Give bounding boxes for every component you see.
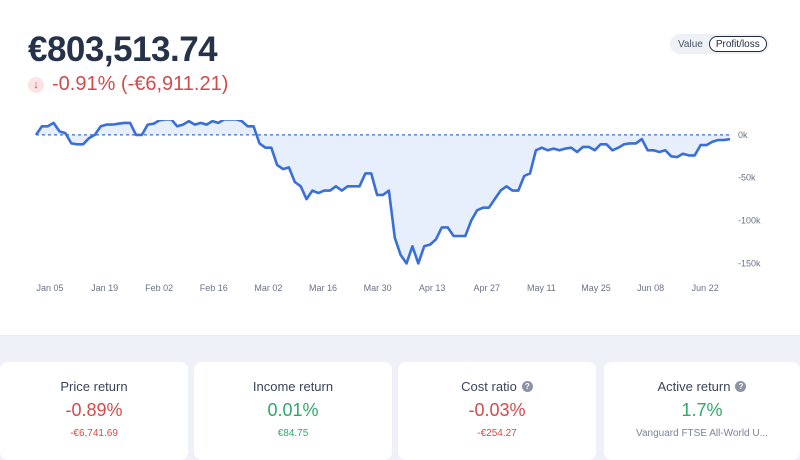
card-title: Active return? (604, 379, 800, 394)
x-tick-label: Apr 13 (419, 283, 446, 293)
x-tick-label: Jun 22 (692, 283, 719, 293)
y-tick-label: 0k (738, 130, 748, 140)
card-subvalue: -€254.27 (477, 428, 517, 439)
card-subvalue: -€6,741.69 (70, 428, 118, 439)
toggle-profit-loss-button[interactable]: Profit/loss (708, 36, 767, 52)
price-return-card: Price return -0.89% -€6,741.69 (0, 362, 188, 460)
card-title-label: Income return (252, 379, 334, 394)
card-title-label: Price return (60, 379, 128, 394)
x-tick-label: Jan 05 (36, 283, 63, 293)
x-tick-label: May 25 (581, 283, 611, 293)
portfolio-summary-panel: €803,513.74 ↓ -0.91% (-€6,911.21) Value … (0, 0, 800, 336)
card-title-label: Cost ratio (461, 379, 517, 394)
down-arrow-icon: ↓ (28, 76, 44, 93)
profit-loss-chart[interactable]: 0k -50k -100k -150k Jan 05 Jan 19 Feb 02 Feb 16… (0, 120, 800, 300)
x-tick-label: Mar 02 (254, 283, 282, 293)
info-icon[interactable]: ? (521, 381, 533, 392)
card-value: 0.01% (267, 400, 319, 420)
card-value: -0.03% (468, 400, 526, 420)
x-tick-label: Mar 30 (364, 283, 392, 293)
card-subvalue: €84.75 (277, 428, 309, 439)
y-tick-label: -50k (738, 173, 756, 183)
x-tick-label: Apr 27 (474, 283, 501, 293)
toggle-value-button[interactable]: Value (678, 38, 703, 50)
return-cards-row: Price return -0.89% -€6,741.69 Income re… (0, 362, 800, 460)
portfolio-total-value: €803,513.74 (28, 30, 218, 69)
active-return-card: Active return? 1.7% Vanguard FTSE All-Wo… (604, 362, 800, 460)
x-tick-label: Jan 19 (91, 283, 118, 293)
card-value: 1.7% (681, 400, 723, 420)
chart-series-line (34, 120, 731, 265)
y-tick-label: -100k (738, 216, 761, 226)
portfolio-change-text: -0.91% (-€6,911.21) (52, 73, 229, 95)
card-title: Income return (194, 379, 392, 394)
info-icon[interactable]: ? (735, 381, 747, 392)
cost-ratio-card: Cost ratio? -0.03% -€254.27 (398, 362, 596, 460)
portfolio-change-row: ↓ -0.91% (-€6,911.21) (28, 73, 228, 96)
card-value: -0.89% (65, 400, 123, 420)
x-tick-label: May 11 (527, 283, 556, 293)
y-tick-label: -150k (738, 258, 761, 268)
income-return-card: Income return 0.01% €84.75 (194, 362, 392, 460)
x-tick-label: Feb 16 (200, 283, 228, 293)
card-title: Cost ratio? (398, 379, 596, 394)
x-tick-label: Jun 08 (637, 283, 664, 293)
x-tick-label: Mar 16 (309, 283, 337, 293)
card-title: Price return (0, 379, 188, 394)
x-tick-label: Feb 02 (145, 283, 173, 293)
value-profit-toggle: Value Profit/loss (670, 34, 769, 54)
chart-area-fill (36, 120, 730, 264)
card-title-label: Active return (657, 379, 731, 394)
card-benchmark-name[interactable]: Vanguard FTSE All-World U... (636, 428, 768, 439)
